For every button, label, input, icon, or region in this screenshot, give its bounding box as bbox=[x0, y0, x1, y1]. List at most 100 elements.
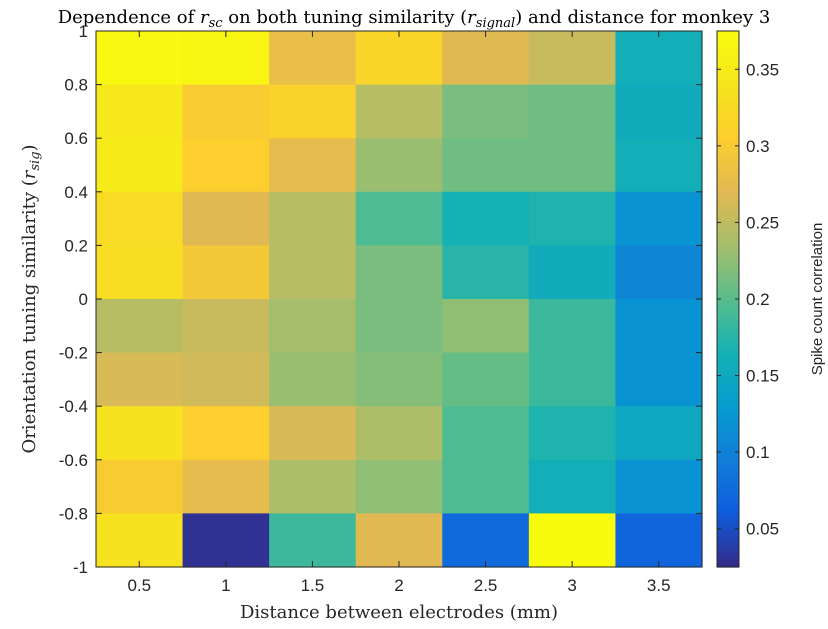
y-tick-label: -0.8 bbox=[59, 504, 88, 523]
colorbar-segment bbox=[717, 441, 739, 447]
heatmap-cell bbox=[182, 191, 270, 246]
heatmap-cell bbox=[528, 299, 617, 354]
heatmap-cell bbox=[442, 352, 530, 407]
heatmap-cell bbox=[355, 406, 443, 461]
colorbar-segment bbox=[717, 39, 739, 45]
colorbar-tick-label: 0.35 bbox=[746, 60, 779, 79]
colorbar-ticks: 0.35 0.3 0.25 0.2 0.15 0.1 0.05 bbox=[717, 60, 779, 539]
colorbar-segment bbox=[717, 455, 739, 461]
colorbar-segment bbox=[717, 294, 739, 300]
colorbar-segment bbox=[717, 401, 739, 407]
y-axis-ticks: 1 0.8 0.6 0.4 0.2 0 -0.2 -0.4 -0.6 -0.8 -1 bbox=[59, 22, 702, 577]
colorbar-segment bbox=[717, 66, 739, 72]
heatmap-cell bbox=[182, 84, 270, 139]
colorbar-segment bbox=[717, 348, 739, 354]
colorbar-segment bbox=[717, 263, 739, 269]
heatmap-cell bbox=[355, 352, 443, 407]
colorbar-segment bbox=[717, 424, 739, 430]
colorbar-segment bbox=[717, 446, 739, 452]
colorbar-segment bbox=[717, 240, 739, 246]
colorbar-segment bbox=[717, 468, 739, 474]
colorbar-tick-label: 0.25 bbox=[746, 213, 779, 232]
heatmap-cell bbox=[615, 31, 703, 86]
colorbar-segment bbox=[717, 57, 739, 63]
colorbar-segment bbox=[717, 272, 739, 278]
colorbar-segment bbox=[717, 290, 739, 296]
colorbar-segment bbox=[717, 517, 739, 523]
heatmap-cell bbox=[269, 299, 357, 354]
y-tick-label: 0.8 bbox=[64, 76, 88, 95]
heatmap-cell bbox=[182, 31, 270, 86]
colorbar-segment bbox=[717, 214, 739, 220]
colorbar-segment bbox=[717, 111, 739, 117]
colorbar-segment bbox=[717, 124, 739, 130]
colorbar-segment bbox=[717, 535, 739, 541]
heatmap-cell bbox=[442, 459, 530, 514]
colorbar-segment bbox=[717, 142, 739, 148]
colorbar bbox=[716, 30, 740, 568]
heatmap-cell bbox=[96, 299, 184, 354]
heatmap-cell bbox=[96, 352, 184, 407]
colorbar-segment bbox=[717, 267, 739, 273]
heatmap-cell bbox=[528, 352, 617, 407]
colorbar-segment bbox=[717, 129, 739, 135]
colorbar-segment bbox=[717, 361, 739, 367]
colorbar-segment bbox=[717, 562, 739, 568]
heatmap-cell bbox=[615, 352, 703, 407]
colorbar-segment bbox=[717, 236, 739, 242]
colorbar-segment bbox=[717, 200, 739, 206]
colorbar-segment bbox=[717, 437, 739, 443]
colorbar-segment bbox=[717, 285, 739, 291]
y-tick-label: 0 bbox=[79, 290, 88, 309]
colorbar-segment bbox=[717, 508, 739, 514]
heatmap-cell bbox=[96, 459, 184, 514]
colorbar-segment bbox=[717, 330, 739, 336]
colorbar-segment bbox=[717, 397, 739, 403]
y-tick-label: -1 bbox=[73, 558, 88, 577]
colorbar-segment bbox=[717, 249, 739, 255]
colorbar-segment bbox=[717, 379, 739, 385]
colorbar-segment bbox=[717, 138, 739, 144]
heatmap-cell bbox=[528, 459, 617, 514]
colorbar-label: Spike count correlation bbox=[809, 223, 826, 376]
heatmap-cell bbox=[269, 191, 357, 246]
colorbar-segment bbox=[717, 89, 739, 95]
colorbar-segment bbox=[717, 165, 739, 171]
colorbar-segment bbox=[717, 223, 739, 229]
heatmap-cell bbox=[442, 138, 530, 193]
x-tick-label: 3 bbox=[567, 576, 576, 595]
heatmap-cell bbox=[442, 245, 530, 300]
colorbar-segment bbox=[717, 80, 739, 86]
colorbar-segment bbox=[717, 227, 739, 233]
colorbar-segment bbox=[717, 53, 739, 59]
colorbar-segment bbox=[717, 120, 739, 126]
heatmap-cell bbox=[528, 84, 617, 139]
heatmap-cell bbox=[615, 84, 703, 139]
colorbar-segment bbox=[717, 500, 739, 506]
colorbar-segment bbox=[717, 102, 739, 108]
x-axis-label: Distance between electrodes (mm) bbox=[240, 602, 558, 623]
colorbar-tick-label: 0.15 bbox=[746, 367, 779, 386]
colorbar-segment bbox=[717, 464, 739, 470]
y-tick-label: 0.4 bbox=[64, 183, 88, 202]
heatmap-cell bbox=[182, 459, 270, 514]
colorbar-segment bbox=[717, 173, 739, 179]
heatmap-cell bbox=[96, 84, 184, 139]
colorbar-segment bbox=[717, 504, 739, 510]
colorbar-segment bbox=[717, 433, 739, 439]
colorbar-segment bbox=[717, 209, 739, 215]
colorbar-segment bbox=[717, 178, 739, 184]
heatmap-cell bbox=[615, 245, 703, 300]
colorbar-segment bbox=[717, 205, 739, 211]
heatmap-cell bbox=[355, 31, 443, 86]
heatmap-cell bbox=[528, 191, 617, 246]
heatmap-cell bbox=[96, 513, 184, 568]
colorbar-segment bbox=[717, 316, 739, 322]
colorbar-segment bbox=[717, 303, 739, 309]
heatmap-cell bbox=[269, 406, 357, 461]
colorbar-segment bbox=[717, 419, 739, 425]
colorbar-segment bbox=[717, 62, 739, 68]
heatmap-cell bbox=[615, 406, 703, 461]
colorbar-segment bbox=[717, 477, 739, 483]
heatmap-cell bbox=[528, 138, 617, 193]
